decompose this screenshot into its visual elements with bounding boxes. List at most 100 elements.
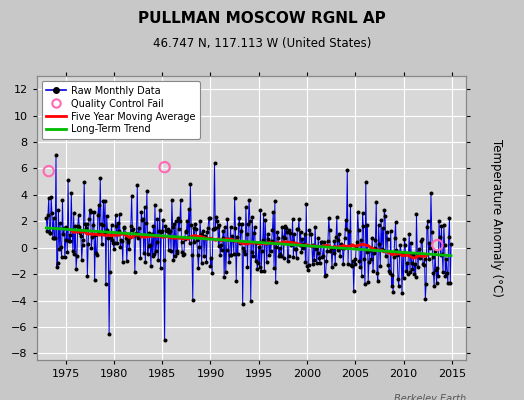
Point <box>414 264 422 270</box>
Point <box>85 207 94 214</box>
Point <box>214 224 222 230</box>
Point <box>303 262 311 269</box>
Point <box>155 228 163 234</box>
Point <box>428 229 436 235</box>
Point <box>342 216 350 223</box>
Point <box>105 330 113 337</box>
Point <box>145 230 154 236</box>
Point <box>66 232 74 238</box>
Point <box>285 226 293 233</box>
Point <box>142 220 150 226</box>
Point <box>290 231 298 237</box>
Point <box>427 190 435 196</box>
Point <box>107 222 116 228</box>
Point <box>189 297 197 303</box>
Point <box>174 215 182 221</box>
Point <box>102 281 110 287</box>
Point <box>121 230 129 236</box>
Point <box>260 268 269 274</box>
Point <box>191 221 200 227</box>
Point <box>78 256 86 263</box>
Point <box>275 253 283 259</box>
Point <box>57 244 65 250</box>
Point <box>334 237 343 243</box>
Point <box>429 270 438 276</box>
Point <box>52 152 60 158</box>
Point <box>160 164 169 170</box>
Point <box>313 250 322 256</box>
Point <box>403 270 412 277</box>
Point <box>416 255 424 261</box>
Point <box>272 244 281 250</box>
Point <box>259 211 268 218</box>
Point <box>274 235 282 242</box>
Point <box>225 258 233 265</box>
Point <box>181 228 190 234</box>
Point <box>355 258 364 264</box>
Point <box>337 245 346 251</box>
Point <box>226 224 235 230</box>
Point <box>53 260 62 266</box>
Point <box>133 182 141 188</box>
Point <box>282 225 290 232</box>
Point <box>425 240 433 246</box>
Point <box>217 246 226 253</box>
Point <box>345 228 353 234</box>
Point <box>63 249 71 255</box>
Point <box>336 240 345 247</box>
Point <box>115 228 123 234</box>
Point <box>226 252 234 258</box>
Point <box>56 220 64 226</box>
Point <box>184 206 193 212</box>
Point <box>100 229 108 236</box>
Point <box>407 240 415 246</box>
Point <box>268 227 277 234</box>
Point <box>246 218 254 225</box>
Point <box>160 337 169 343</box>
Point <box>106 268 114 275</box>
Point <box>419 261 427 268</box>
Point <box>416 252 424 259</box>
Point <box>166 227 174 234</box>
Point <box>437 222 445 229</box>
Text: 46.747 N, 117.113 W (United States): 46.747 N, 117.113 W (United States) <box>153 37 371 50</box>
Legend: Raw Monthly Data, Quality Control Fail, Five Year Moving Average, Long-Term Tren: Raw Monthly Data, Quality Control Fail, … <box>41 81 200 139</box>
Point <box>380 207 388 214</box>
Point <box>242 204 250 210</box>
Point <box>106 234 115 240</box>
Point <box>119 224 128 230</box>
Point <box>387 227 395 234</box>
Point <box>308 243 316 250</box>
Point <box>73 223 82 229</box>
Point <box>283 229 291 235</box>
Point <box>136 254 145 261</box>
Point <box>396 250 404 256</box>
Point <box>395 283 403 289</box>
Point <box>292 255 301 262</box>
Point <box>183 218 191 224</box>
Point <box>49 214 58 221</box>
Point <box>285 252 293 259</box>
Point <box>246 298 255 304</box>
Point <box>204 225 212 231</box>
Point <box>279 255 288 261</box>
Point <box>433 242 442 248</box>
Point <box>161 222 170 229</box>
Point <box>363 249 371 255</box>
Point <box>358 210 367 216</box>
Point <box>351 256 359 263</box>
Point <box>360 256 368 262</box>
Point <box>370 245 379 251</box>
Point <box>439 269 447 275</box>
Point <box>122 235 130 241</box>
Point <box>229 236 237 243</box>
Point <box>411 274 420 280</box>
Point <box>309 261 317 267</box>
Point <box>373 270 381 276</box>
Point <box>83 273 92 279</box>
Point <box>332 234 340 241</box>
Point <box>391 219 400 225</box>
Point <box>377 217 385 223</box>
Point <box>333 214 341 221</box>
Point <box>151 202 159 208</box>
